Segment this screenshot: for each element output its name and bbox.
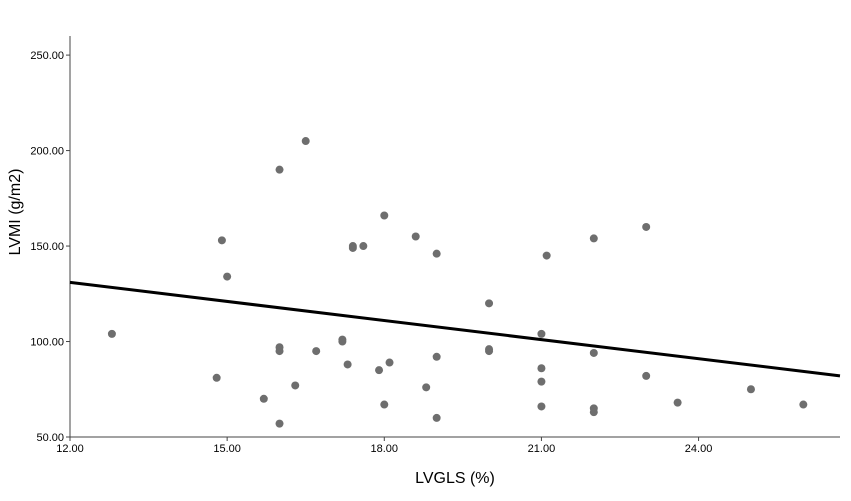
data-point	[485, 347, 493, 355]
y-tick-label: 150.00	[30, 241, 64, 253]
data-point	[276, 347, 284, 355]
data-point	[359, 242, 367, 250]
y-tick-label: 200.00	[30, 146, 64, 158]
data-point	[747, 385, 755, 393]
data-point	[344, 360, 352, 368]
data-point	[590, 349, 598, 357]
data-point	[412, 233, 420, 241]
data-point	[674, 399, 682, 407]
y-tick-label: 250.00	[30, 50, 64, 62]
data-point	[543, 252, 551, 260]
x-tick-label: 21.00	[528, 443, 556, 455]
data-point	[349, 244, 357, 252]
data-point	[537, 330, 545, 338]
data-point	[590, 408, 598, 416]
data-point	[642, 223, 650, 231]
data-point	[380, 211, 388, 219]
data-point	[642, 372, 650, 380]
data-point	[799, 401, 807, 409]
data-point	[422, 383, 430, 391]
data-point	[291, 381, 299, 389]
x-axis-title: LVGLS (%)	[415, 470, 495, 487]
data-point	[260, 395, 268, 403]
x-tick-label: 12.00	[56, 443, 84, 455]
data-point	[433, 414, 441, 422]
x-tick-label: 15.00	[213, 443, 241, 455]
data-point	[108, 330, 116, 338]
data-point	[537, 402, 545, 410]
data-point	[433, 250, 441, 258]
y-tick-label: 50.00	[36, 432, 64, 444]
data-point	[302, 137, 310, 145]
data-point	[590, 234, 598, 242]
data-point	[223, 273, 231, 281]
fit-line	[70, 282, 840, 376]
fit-line-group	[70, 282, 840, 376]
scatter-points	[108, 137, 807, 428]
y-axis-title: LVMI (g/m2)	[7, 169, 24, 256]
data-point	[537, 364, 545, 372]
data-point	[537, 378, 545, 386]
data-point	[386, 359, 394, 367]
data-point	[312, 347, 320, 355]
data-point	[485, 299, 493, 307]
data-point	[276, 166, 284, 174]
axis-ticks: 12.00 15.00 18.00 21.00 24.00 50.00 100.00 150.…	[30, 50, 712, 455]
x-tick-label: 24.00	[685, 443, 713, 455]
data-point	[380, 401, 388, 409]
data-point	[338, 338, 346, 346]
data-point	[375, 366, 383, 374]
y-tick-label: 100.00	[30, 337, 64, 349]
data-point	[218, 236, 226, 244]
data-point	[213, 374, 221, 382]
data-point	[433, 353, 441, 361]
x-tick-label: 18.00	[371, 443, 399, 455]
data-point	[276, 420, 284, 428]
